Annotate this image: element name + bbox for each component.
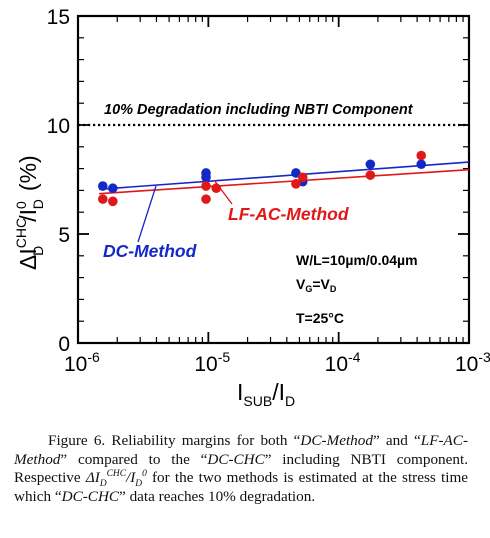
lf-ac-method-point bbox=[98, 194, 108, 204]
lf-ac-method-point bbox=[108, 196, 118, 207]
legend-lf-ac-method: LF-AC-Method bbox=[228, 204, 349, 224]
lf-ac-method-leader bbox=[213, 179, 233, 205]
condition-vg-vd: VG=VD bbox=[296, 276, 337, 294]
lf-ac-method-point bbox=[365, 170, 376, 180]
legend-dc-method: DC-Method bbox=[103, 241, 197, 261]
y-tick-label: 15 bbox=[47, 6, 70, 29]
dc-method-point bbox=[291, 168, 301, 178]
lf-ac-method-point bbox=[201, 194, 211, 204]
dc-method-fit-line bbox=[98, 161, 470, 191]
dc-method-point bbox=[98, 181, 108, 191]
lf-ac-method-point bbox=[297, 172, 308, 183]
dc-method-point bbox=[201, 172, 211, 183]
lf-ac-method-point bbox=[291, 179, 301, 189]
y-tick-label: 5 bbox=[58, 224, 70, 247]
conditions-annotation: W/L=10µm/0.04µm VG=VD T=25°C bbox=[296, 252, 418, 326]
dc-method-point bbox=[108, 183, 118, 194]
y-tick-label: 10 bbox=[47, 115, 70, 138]
fit-lines bbox=[98, 161, 470, 195]
x-axis-title: ISUB/ID bbox=[237, 379, 295, 409]
x-tick-label: 10-6 bbox=[64, 349, 100, 376]
axis-ticks bbox=[77, 15, 470, 344]
lf-ac-method-point bbox=[416, 150, 427, 161]
plot-frame bbox=[76, 14, 471, 345]
x-tick-label: 10-4 bbox=[325, 349, 361, 376]
dc-method-point bbox=[365, 159, 376, 170]
degradation-10pct-label: 10% Degradation including NBTI Component bbox=[104, 102, 414, 118]
lf-ac-method-point bbox=[201, 181, 211, 191]
condition-wl: W/L=10µm/0.04µm bbox=[296, 252, 418, 268]
dc-method-point bbox=[416, 159, 427, 170]
dc-method-leader bbox=[137, 185, 157, 243]
tick-labels: 0 5 10 15 10-6 10-5 10-4 10-3 bbox=[47, 6, 490, 376]
lf-ac-method-fit-line bbox=[98, 168, 470, 195]
x-tick-label: 10-5 bbox=[194, 349, 230, 376]
x-tick-label: 10-3 bbox=[455, 349, 490, 376]
y-axis-title: ΔICHCD/I0D(%) bbox=[13, 155, 46, 270]
y-tick-label: 0 bbox=[58, 333, 70, 356]
data-points bbox=[98, 150, 427, 207]
condition-temperature: T=25°C bbox=[296, 310, 344, 326]
figure-caption: Figure 6. Reliability margins for both “… bbox=[14, 432, 468, 505]
